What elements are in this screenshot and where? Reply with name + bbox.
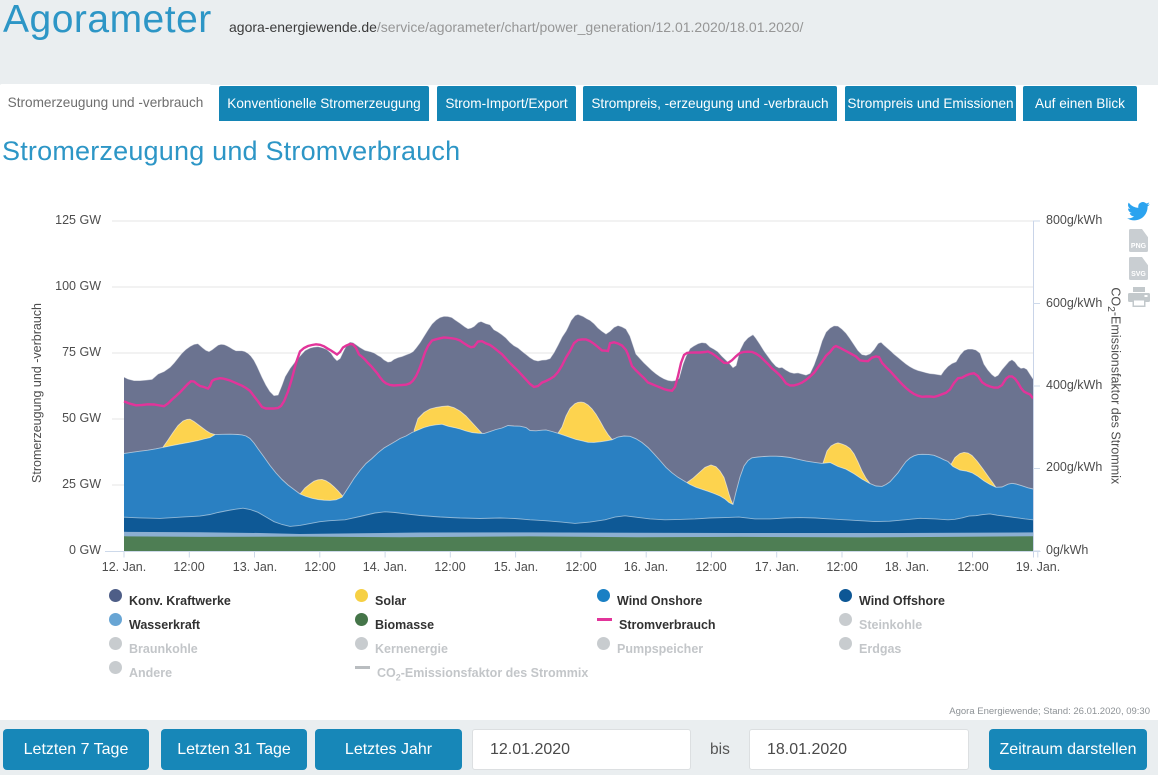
svg-text:SVG: SVG <box>1131 271 1146 278</box>
svg-text:PNG: PNG <box>1131 243 1147 250</box>
